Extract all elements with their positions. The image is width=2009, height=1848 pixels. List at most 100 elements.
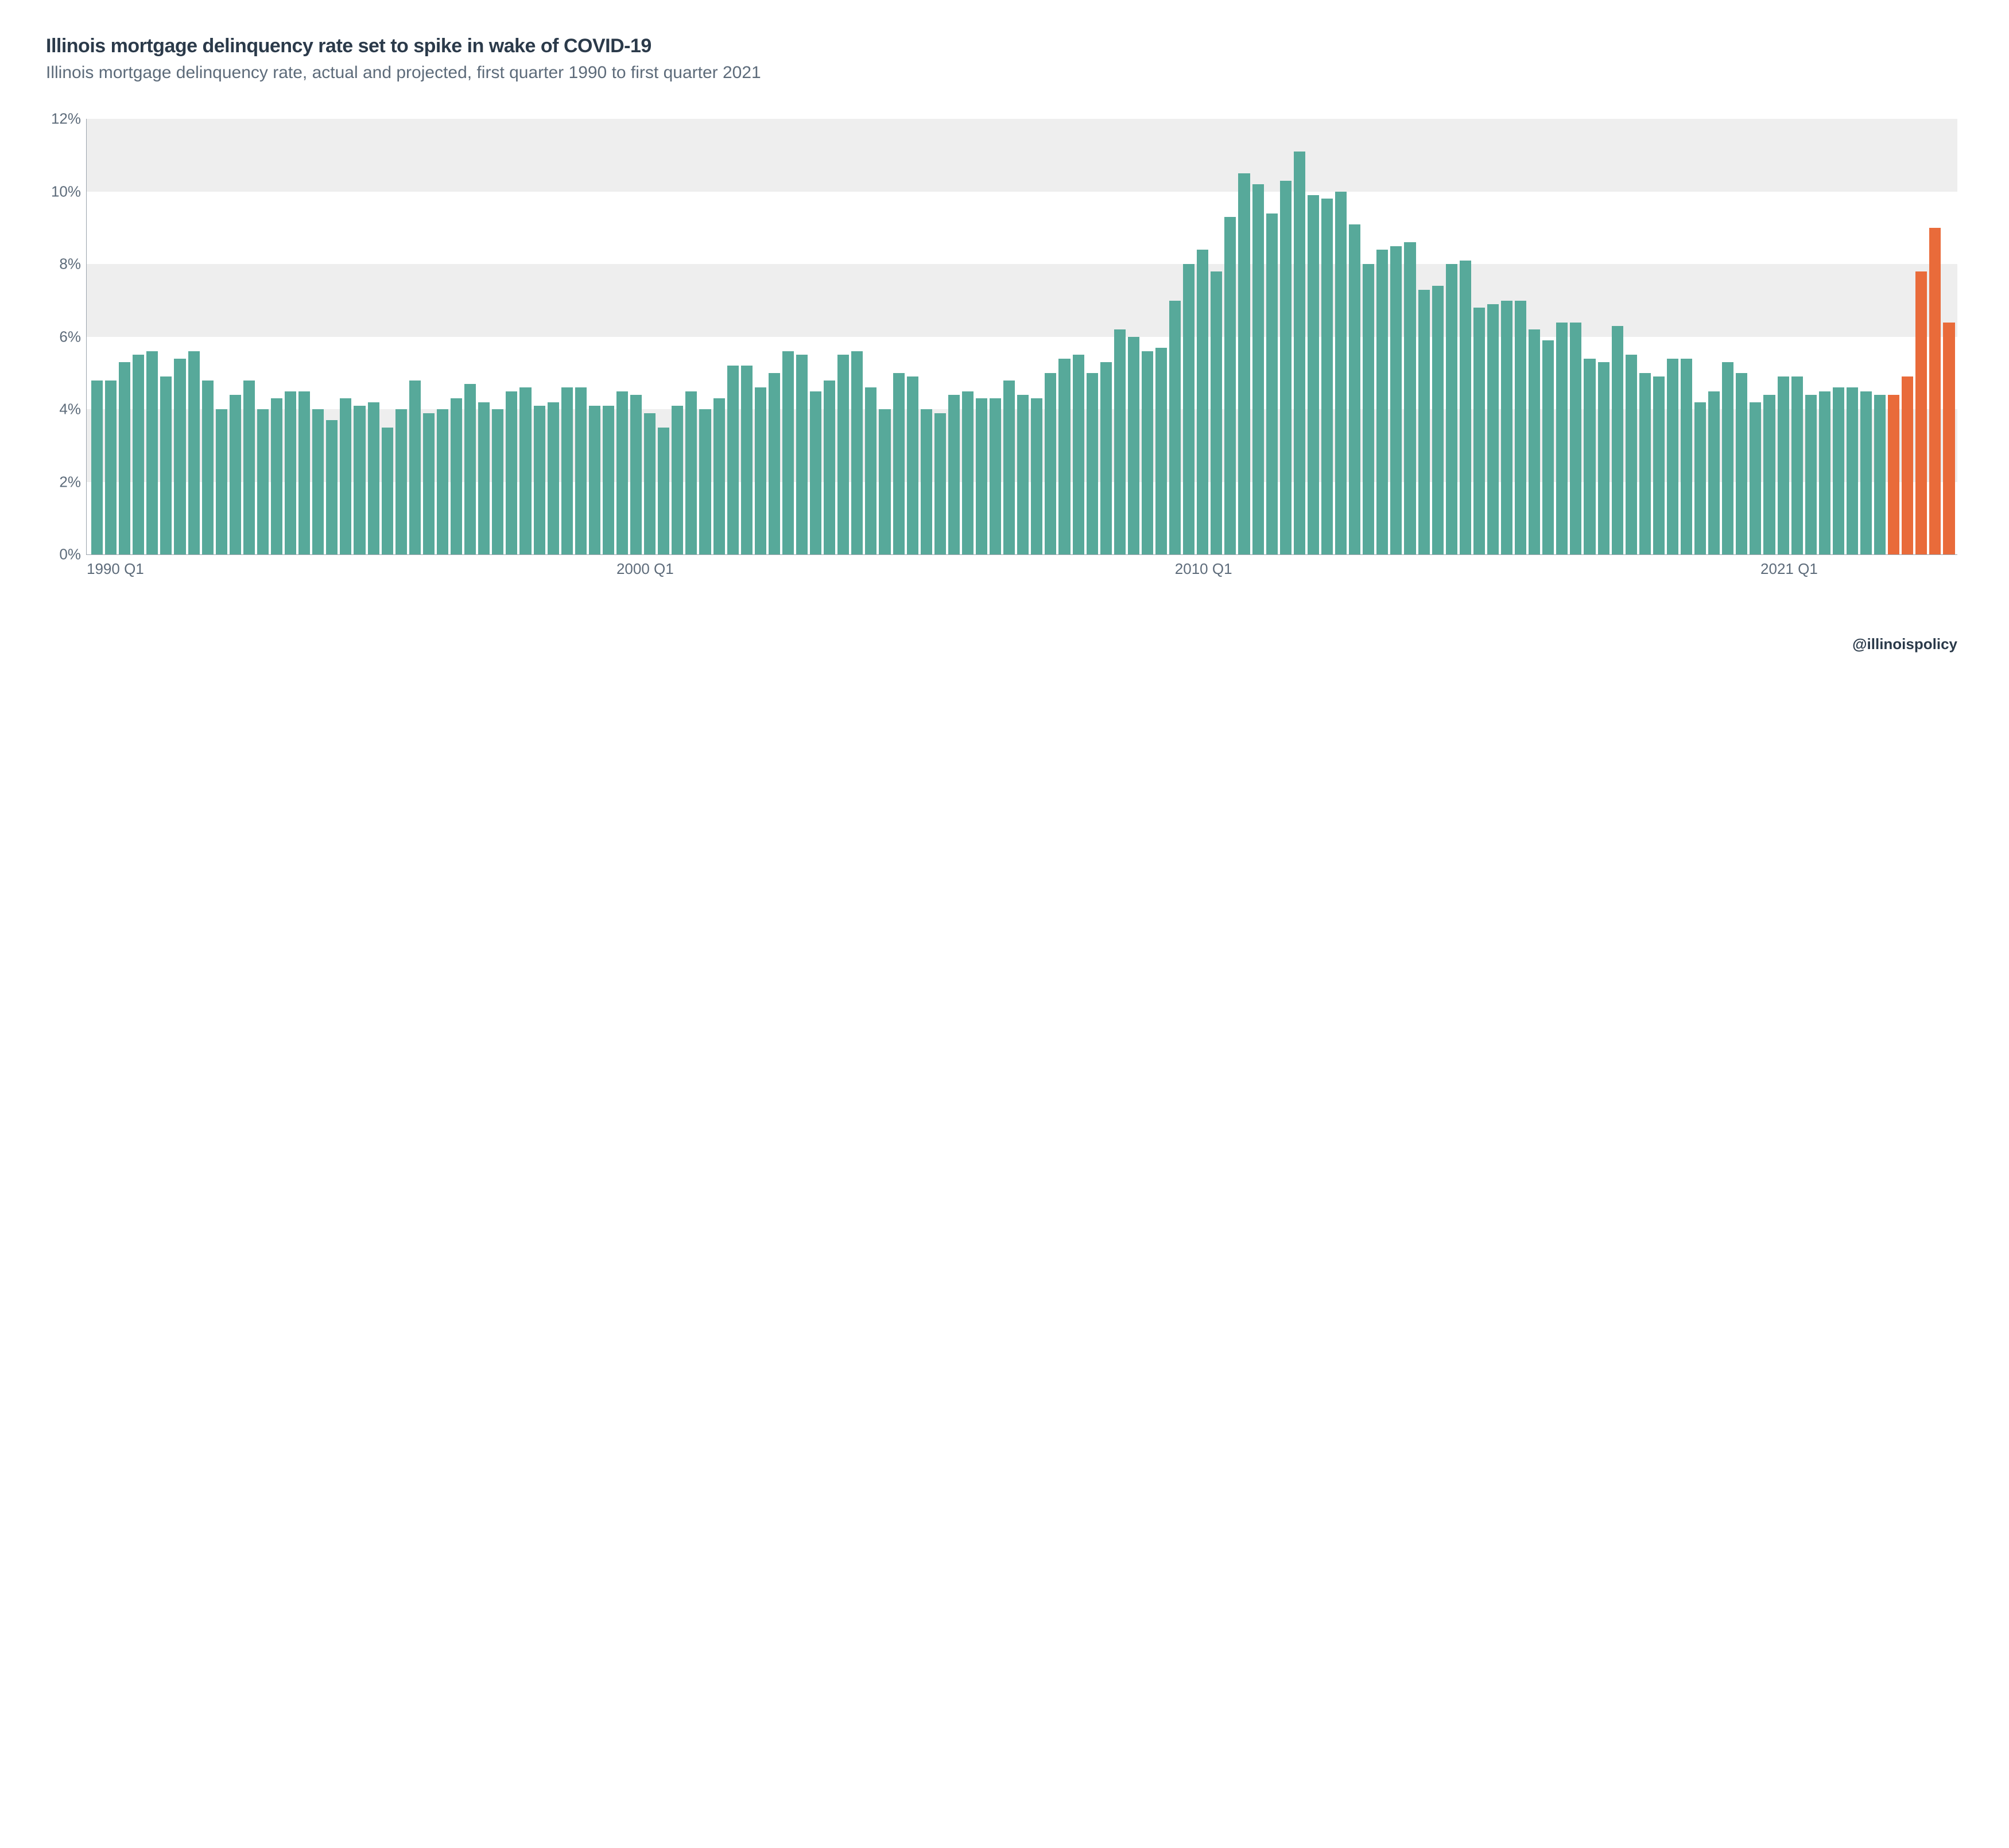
bar [506, 391, 517, 555]
bar [1252, 184, 1264, 554]
bar [1460, 261, 1471, 554]
bar [1045, 373, 1056, 554]
bar [1446, 264, 1457, 554]
bar [1487, 304, 1499, 554]
bar [755, 387, 766, 554]
bar [1598, 362, 1609, 554]
bar [1791, 376, 1803, 554]
bar [1874, 395, 1886, 554]
bar [1363, 264, 1374, 554]
bar [1860, 391, 1872, 555]
bar [630, 395, 642, 554]
bar [782, 351, 794, 554]
bar [672, 406, 683, 554]
y-axis-tick-label: 0% [59, 546, 81, 564]
bar [644, 413, 656, 555]
bar [685, 391, 697, 555]
bar [298, 391, 310, 555]
y-axis-tick-label: 2% [59, 473, 81, 491]
bar [810, 391, 821, 555]
bar [1639, 373, 1651, 554]
bar [1819, 391, 1830, 555]
y-axis-tick-label: 4% [59, 401, 81, 418]
bar [105, 381, 117, 555]
bar [837, 355, 849, 554]
bar [879, 409, 890, 554]
bar [464, 384, 476, 554]
bar [1349, 224, 1360, 555]
bar [243, 381, 255, 555]
bar [146, 351, 158, 554]
chart-title: Illinois mortgage delinquency rate set t… [46, 34, 1963, 58]
bar [368, 402, 379, 555]
bar [1653, 376, 1665, 554]
bar [1722, 362, 1733, 554]
bar [990, 398, 1001, 554]
bar [1418, 290, 1430, 555]
bars-group [87, 119, 1957, 554]
bar [1169, 301, 1181, 555]
bar [1003, 381, 1015, 555]
bar [354, 406, 365, 554]
bar [423, 413, 435, 555]
bar [1335, 192, 1347, 555]
bar [1017, 395, 1029, 554]
bar [91, 381, 103, 555]
bar [921, 409, 932, 554]
bar [561, 387, 573, 554]
bar [1888, 395, 1899, 554]
bar [1515, 301, 1526, 555]
x-axis-tick-label: 1990 Q1 [87, 560, 144, 578]
bar [1626, 355, 1637, 554]
x-axis-tick-label: 2010 Q1 [1175, 560, 1232, 578]
bar [326, 420, 338, 554]
x-axis-tick-label: 2000 Q1 [616, 560, 674, 578]
bar [1501, 301, 1512, 555]
y-axis-tick-label: 8% [59, 255, 81, 273]
bar [1584, 359, 1595, 555]
bar [1142, 351, 1153, 554]
bar [1183, 264, 1194, 554]
bar [492, 409, 503, 554]
bar [1058, 359, 1070, 555]
bar [589, 406, 600, 554]
bar [1376, 250, 1388, 554]
bar [1694, 402, 1706, 555]
bar [1612, 326, 1623, 554]
bar [1128, 337, 1139, 555]
bar [257, 409, 269, 554]
bar [1833, 387, 1844, 554]
bar [976, 398, 987, 554]
chart-plot-area: 0%2%4%6%8%10%12%1990 Q12000 Q12010 Q1202… [86, 119, 1957, 555]
bar [865, 387, 876, 554]
bar [1556, 323, 1568, 555]
bar [1404, 242, 1415, 554]
bar [1763, 395, 1775, 554]
bar [1667, 359, 1678, 555]
bar [548, 402, 559, 555]
bar [519, 387, 531, 554]
bar [1266, 213, 1278, 555]
y-axis-tick-label: 6% [59, 328, 81, 345]
bar [1708, 391, 1720, 555]
bar [216, 409, 227, 554]
bar [409, 381, 421, 555]
bar [1308, 195, 1319, 554]
bar [202, 381, 214, 555]
bar [1280, 181, 1292, 554]
bar [340, 398, 351, 554]
bar [1736, 373, 1747, 554]
y-axis-tick-label: 10% [51, 183, 81, 200]
bar [1211, 271, 1222, 554]
bar [1915, 271, 1927, 554]
bar [1902, 376, 1913, 554]
bar [534, 406, 545, 554]
bar [174, 359, 185, 555]
bar [727, 366, 739, 554]
bar [285, 391, 296, 555]
bar [1224, 217, 1236, 554]
bar [1542, 340, 1554, 554]
attribution: @illinoispolicy [46, 635, 1963, 653]
bar [1778, 376, 1789, 554]
bar [1294, 152, 1305, 554]
